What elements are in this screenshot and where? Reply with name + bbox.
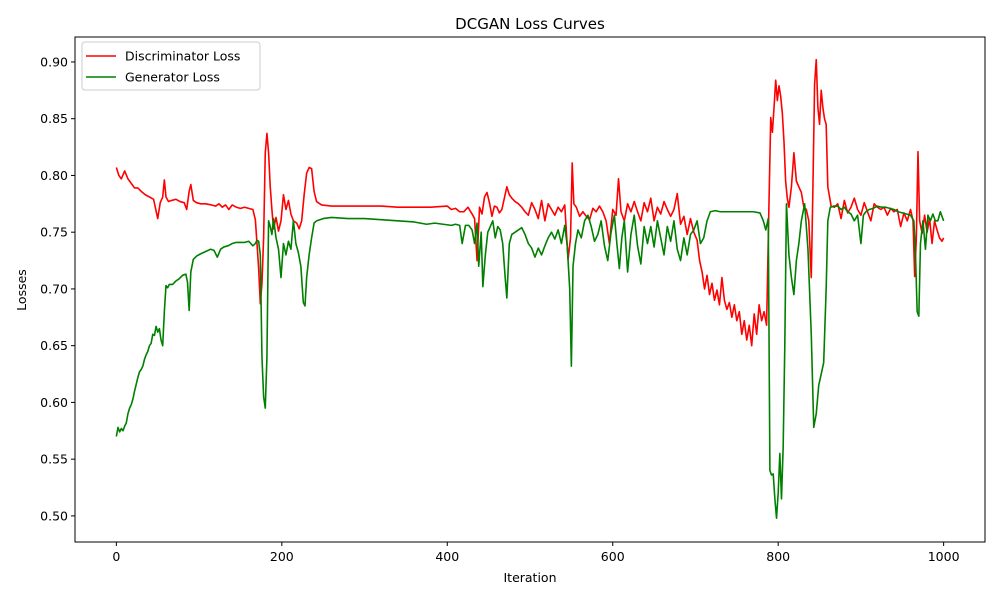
y-tick-label: 0.75 [40,225,68,240]
y-axis: 0.50 0.55 0.60 0.65 0.70 0.75 0.80 0.85 0.90 [40,54,75,523]
y-tick-label: 0.50 [40,508,68,523]
x-tick-label: 0 [112,549,120,564]
series-line-discriminator [115,58,945,347]
legend-label-generator: Generator Loss [125,70,220,85]
y-tick-label: 0.55 [40,452,68,467]
y-axis-label: Losses [14,269,29,311]
y-tick-label: 0.65 [40,338,68,353]
y-tick-label: 0.80 [40,168,68,183]
x-axis-label: Iteration [503,570,556,585]
legend-box [81,41,261,91]
series-layer [115,58,945,519]
legend: Discriminator Loss Generator Loss [81,41,261,91]
x-tick-label: 800 [766,549,790,564]
x-tick-label: 600 [601,549,625,564]
chart-title: DCGAN Loss Curves [455,15,605,33]
x-tick-label: 200 [270,549,294,564]
legend-label-discriminator: Discriminator Loss [125,49,240,64]
y-tick-label: 0.90 [40,54,68,69]
series-line-generator [115,203,945,519]
y-tick-label: 0.85 [40,111,68,126]
y-tick-label: 0.70 [40,281,68,296]
y-tick-label: 0.60 [40,395,68,410]
plot-frame [74,36,986,543]
x-axis: 0 200 400 600 800 1000 [112,542,960,564]
x-tick-label: 1000 [928,549,960,564]
x-tick-label: 400 [435,549,459,564]
